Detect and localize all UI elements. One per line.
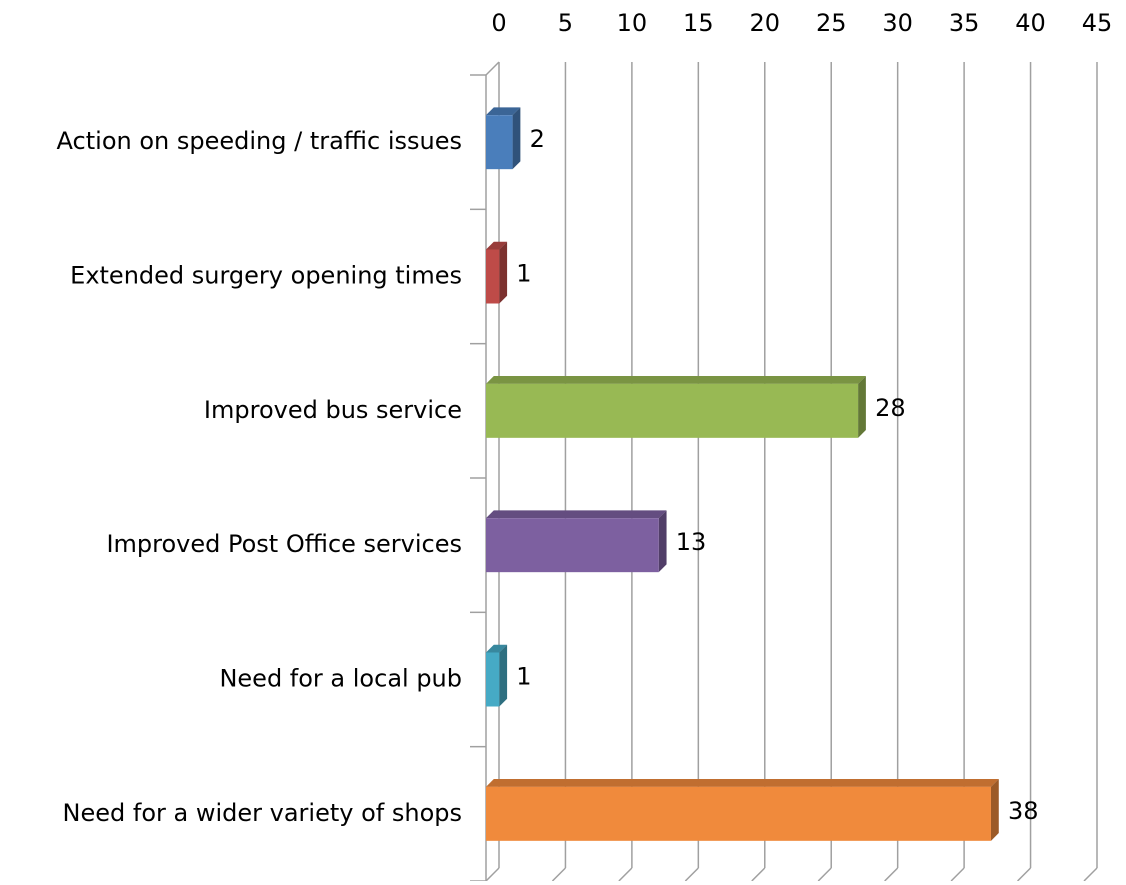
x-tick-label: 35 — [949, 9, 980, 37]
grid-line — [1017, 867, 1032, 882]
axis-line — [485, 61, 500, 76]
x-tick-label: 40 — [1015, 9, 1046, 37]
bar-side — [990, 779, 999, 841]
category-label: Improved bus service — [204, 396, 462, 424]
category-label: Need for a wider variety of shops — [63, 799, 462, 827]
category-label: Need for a local pub — [219, 665, 462, 693]
bar-top — [486, 510, 667, 519]
bar — [486, 249, 500, 304]
x-tick-label: 5 — [558, 9, 573, 37]
x-tick-label: 0 — [491, 9, 506, 37]
x-tick-label: 45 — [1082, 9, 1113, 37]
bar-top — [486, 779, 999, 787]
grid-line — [1083, 867, 1098, 882]
grid-line — [485, 867, 500, 882]
category-label: Action on speeding / traffic issues — [57, 127, 462, 155]
bar-top — [486, 376, 866, 384]
bar — [486, 115, 513, 170]
grid-line — [817, 867, 832, 882]
value-label: 2 — [530, 125, 545, 153]
x-tick-label: 30 — [882, 9, 913, 37]
grid-line — [551, 867, 566, 882]
bar — [486, 786, 991, 841]
grid-line — [950, 867, 965, 882]
grid-line — [884, 867, 899, 882]
value-label: 1 — [516, 663, 531, 691]
x-tick-label: 25 — [816, 9, 847, 37]
bar — [486, 652, 500, 707]
value-label: 28 — [875, 394, 906, 422]
bar — [486, 383, 859, 438]
category-label: Extended surgery opening times — [70, 262, 462, 290]
grid-line — [751, 867, 766, 882]
bar-top — [486, 107, 521, 116]
bar-top — [486, 241, 508, 250]
bar-side — [512, 107, 521, 170]
value-label: 1 — [516, 260, 531, 288]
bar-side — [499, 241, 508, 304]
bar — [486, 518, 659, 573]
value-label: 38 — [1008, 797, 1039, 825]
value-label: 13 — [676, 528, 707, 556]
grid-line — [684, 867, 699, 882]
category-label: Improved Post Office services — [106, 530, 462, 558]
bar-side — [499, 644, 508, 707]
bar-side — [658, 510, 667, 573]
bar-top — [486, 644, 508, 653]
bar-side — [858, 376, 866, 438]
x-tick-label: 15 — [683, 9, 714, 37]
x-tick-label: 20 — [750, 9, 781, 37]
grid-line — [618, 867, 633, 882]
x-tick-label: 10 — [617, 9, 648, 37]
